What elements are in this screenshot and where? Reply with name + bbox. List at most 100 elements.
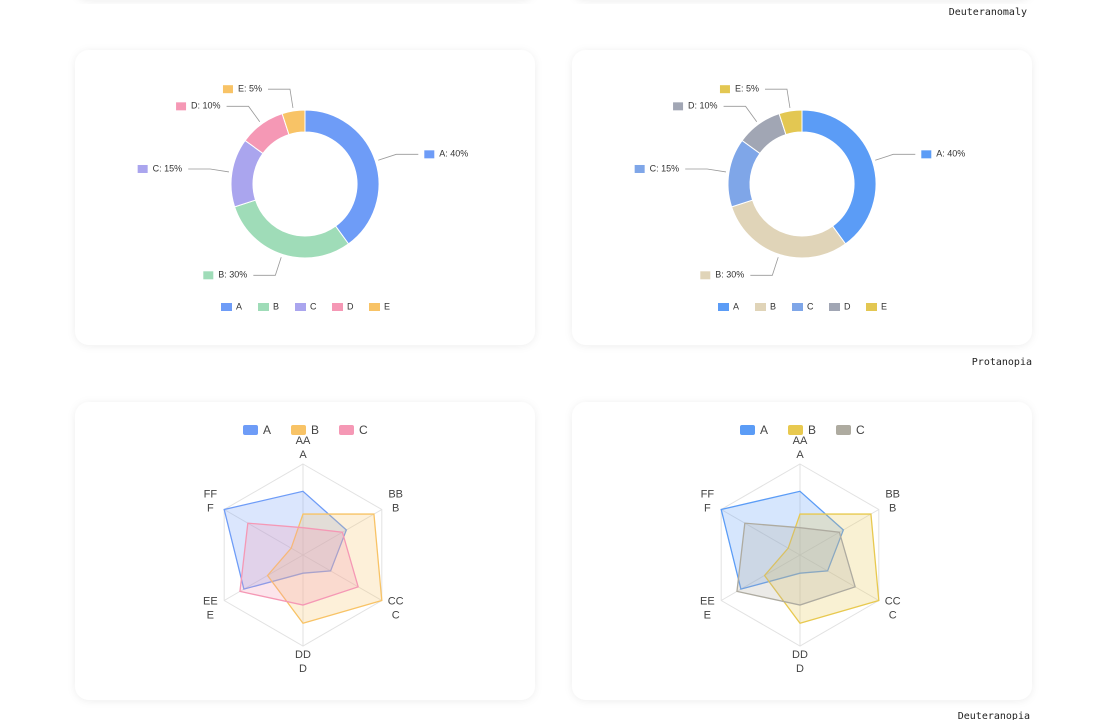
legend-label: B: [770, 301, 776, 311]
data-label: A: 40%: [439, 149, 468, 159]
axis-label: A: [299, 449, 307, 461]
axis-line: [223, 554, 304, 601]
axis-label: EE: [700, 595, 715, 607]
legend-label: B: [311, 423, 319, 437]
caption: Deuteranomaly: [949, 7, 1027, 18]
legend-swatch: [755, 303, 766, 311]
label-swatch: [424, 150, 435, 159]
data-label: E: 5%: [238, 84, 262, 94]
radar-area: [763, 513, 880, 624]
radar-area: [720, 490, 845, 590]
card: [75, 50, 535, 345]
axis-label: AA: [793, 435, 808, 447]
legend-swatch: [295, 303, 306, 311]
legend-label: B: [273, 301, 279, 311]
leader-line: [253, 257, 282, 276]
legend-swatch: [369, 303, 380, 311]
axis-label: D: [299, 663, 307, 675]
legend-label: C: [359, 423, 368, 437]
leader-line: [378, 153, 419, 161]
leader-line: [267, 88, 294, 109]
legend-swatch: [829, 303, 840, 311]
legend-swatch: [221, 303, 232, 311]
leader-line: [188, 168, 230, 173]
axis-label: FF: [204, 488, 218, 500]
axis-label: F: [207, 502, 214, 514]
radar-area: [266, 513, 383, 624]
data-label: A: 40%: [936, 149, 965, 159]
data-label: C: 15%: [650, 163, 680, 173]
leader-line: [750, 257, 779, 276]
legend-label: A: [760, 423, 768, 437]
legend-label: C: [856, 423, 865, 437]
data-label: B: 30%: [218, 270, 247, 280]
legend-label: D: [347, 301, 354, 311]
axis-line: [720, 509, 801, 556]
leader-line: [723, 105, 758, 122]
caption: Deuteranopia: [958, 711, 1030, 720]
axis-label: C: [889, 609, 897, 621]
axis-label: BB: [388, 488, 403, 500]
legend-swatch: [866, 303, 877, 311]
legend-label: E: [384, 301, 390, 311]
axis-label: EE: [203, 595, 218, 607]
leader-line: [875, 153, 916, 161]
axis-label: AA: [296, 435, 311, 447]
label-swatch: [673, 102, 684, 111]
axis-label: DD: [295, 649, 311, 661]
legend-label: A: [733, 301, 739, 311]
axis-line: [720, 554, 801, 601]
label-swatch: [203, 271, 214, 280]
label-swatch: [222, 85, 233, 94]
label-swatch: [137, 164, 148, 173]
radar-area: [736, 522, 856, 606]
legend-swatch: [740, 425, 755, 435]
legend-label: A: [263, 423, 271, 437]
axis-label: CC: [885, 595, 901, 607]
legend-swatch: [258, 303, 269, 311]
card: [572, 50, 1032, 345]
legend-swatch: [788, 425, 803, 435]
axis-label: BB: [885, 488, 900, 500]
data-label: C: 15%: [153, 163, 183, 173]
radar-area: [239, 522, 359, 606]
legend-label: A: [236, 301, 242, 311]
axis-label: DD: [792, 649, 808, 661]
legend-label: C: [310, 301, 317, 311]
axis-label: CC: [388, 595, 404, 607]
axis-label: D: [796, 663, 804, 675]
axis-label: E: [207, 609, 214, 621]
axis-label: B: [889, 502, 896, 514]
label-swatch: [176, 102, 187, 111]
pie-slice: [778, 109, 803, 136]
label-swatch: [921, 150, 932, 159]
legend-label: E: [881, 301, 887, 311]
legend-swatch: [291, 425, 306, 435]
axis-label: F: [704, 502, 711, 514]
radar-area: [223, 490, 348, 590]
axis-label: B: [392, 502, 399, 514]
legend-label: C: [807, 301, 814, 311]
leader-line: [226, 105, 261, 122]
legend-swatch: [332, 303, 343, 311]
axis-line: [223, 509, 304, 556]
leader-line: [764, 88, 791, 109]
axis-line: [799, 554, 880, 601]
pie-slice: [281, 109, 306, 136]
legend-label: D: [844, 301, 851, 311]
label-swatch: [634, 164, 645, 173]
axis-label: E: [704, 609, 711, 621]
legend-label: B: [808, 423, 816, 437]
axis-label: FF: [701, 488, 715, 500]
axis-label: A: [796, 449, 804, 461]
legend-swatch: [339, 425, 354, 435]
data-label: D: 10%: [688, 101, 718, 111]
legend-swatch: [836, 425, 851, 435]
caption: Protanopia: [972, 357, 1032, 368]
data-label: E: 5%: [735, 84, 759, 94]
leader-line: [685, 168, 727, 173]
legend-swatch: [792, 303, 803, 311]
label-swatch: [700, 271, 711, 280]
label-swatch: [719, 85, 730, 94]
